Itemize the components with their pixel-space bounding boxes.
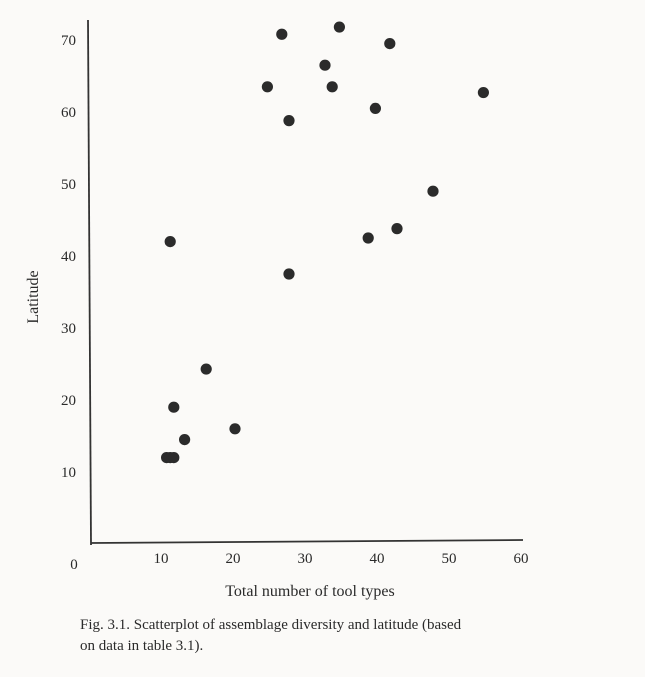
data-point: [168, 401, 180, 413]
y-axis-title: Latitude: [25, 270, 42, 323]
data-point: [168, 452, 180, 464]
data-point: [319, 59, 331, 71]
y-tick-label: 30: [61, 321, 76, 337]
data-point: [391, 223, 403, 235]
data-point: [229, 423, 241, 435]
y-tick-label: 40: [61, 249, 76, 265]
x-tick-label: 40: [370, 551, 385, 567]
data-point: [369, 102, 381, 114]
x-tick-label: 10: [154, 551, 169, 567]
data-point: [283, 268, 295, 280]
x-tick-label: 30: [298, 551, 313, 567]
y-tick-labels: 10 20 30 40 50 60 70: [61, 33, 76, 481]
scatterplot: 10 20 30 40 50 60 10 20 30 40 50 60 70 0 Total numb…: [25, 19, 529, 600]
y-axis-line: [87, 19, 92, 546]
data-point: [276, 28, 288, 40]
data-point: [164, 236, 176, 248]
caption-line-1: Fig. 3.1. Scatterplot of assemblage dive…: [80, 617, 462, 633]
data-point: [427, 185, 439, 197]
y-tick-label: 70: [61, 33, 76, 49]
data-point: [326, 81, 338, 93]
x-axis-title: Total number of tool types: [225, 583, 395, 600]
data-points: [161, 21, 489, 464]
axes: [87, 19, 524, 546]
y-tick-label: 60: [61, 105, 76, 121]
x-tick-label: 60: [514, 551, 529, 567]
x-axis-line: [90, 539, 524, 544]
data-point: [200, 363, 212, 375]
y-tick-label: 10: [61, 465, 76, 481]
x-tick-label: 20: [226, 551, 241, 567]
y-tick-label: 50: [61, 177, 76, 193]
caption-line-2: on data in table 3.1).: [80, 638, 204, 654]
x-tick-labels: 10 20 30 40 50 60: [154, 551, 529, 567]
origin-label: 0: [70, 557, 78, 573]
data-point: [261, 81, 273, 93]
data-point: [179, 434, 191, 446]
data-point: [477, 86, 489, 99]
y-tick-label: 20: [61, 393, 76, 409]
figure-caption: Fig. 3.1. Scatterplot of assemblage dive…: [80, 615, 640, 657]
data-point: [384, 38, 396, 50]
x-tick-label: 50: [442, 551, 457, 567]
data-point: [362, 232, 374, 244]
data-point: [283, 115, 295, 127]
data-point: [333, 21, 345, 33]
